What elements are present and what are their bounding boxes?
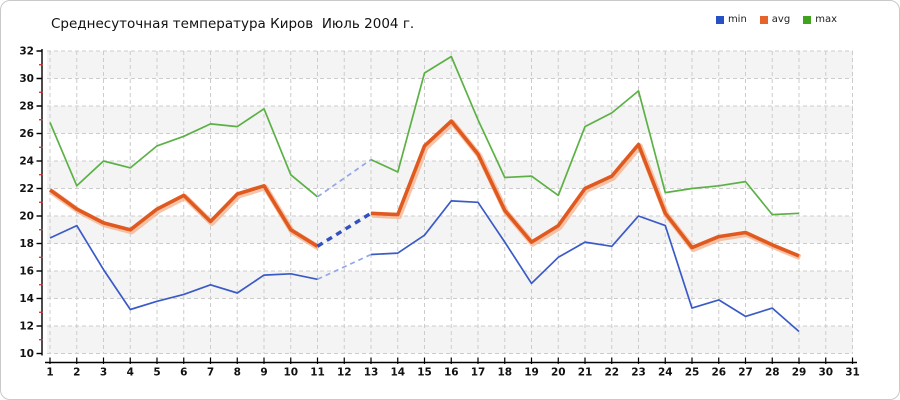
x-tick-label: 5 <box>153 367 160 379</box>
series-min-line <box>370 200 800 333</box>
x-tick-label: 6 <box>180 367 187 379</box>
x-tick-label: 31 <box>845 367 860 379</box>
x-tick-label: 18 <box>497 367 512 379</box>
y-tick-label: 20 <box>19 211 34 223</box>
x-tick-label: 4 <box>127 367 134 379</box>
legend-swatch-min-icon <box>715 15 724 24</box>
legend-label-min: min <box>727 14 747 25</box>
y-tick-label: 12 <box>19 321 34 333</box>
x-tick-label: 15 <box>417 367 432 379</box>
y-tick-label: 16 <box>19 266 34 278</box>
legend-label-max: max <box>815 14 837 25</box>
background-band <box>47 216 853 244</box>
x-tick-label: 23 <box>631 367 646 379</box>
legend-swatch-max-icon <box>803 15 812 24</box>
y-tick-label: 18 <box>19 238 34 250</box>
legend-label-avg: avg <box>771 14 791 25</box>
y-tick-label: 28 <box>19 101 34 113</box>
x-tick-label: 17 <box>471 367 486 379</box>
background-band <box>47 271 853 299</box>
x-tick-label: 7 <box>207 367 214 379</box>
x-tick-label: 20 <box>551 367 566 379</box>
series-max-gap-dashed <box>317 158 372 198</box>
x-tick-label: 25 <box>685 367 700 379</box>
x-tick-label: 11 <box>310 367 325 379</box>
chart-title: Среднесуточная температура Киров Июль 20… <box>51 16 415 32</box>
x-tick-label: 3 <box>100 367 107 379</box>
x-tick-label: 16 <box>444 367 459 379</box>
y-tick-label: 22 <box>19 183 34 195</box>
x-tick-label: 14 <box>390 367 405 379</box>
background-band <box>47 106 853 134</box>
y-tick-label: 24 <box>19 156 34 168</box>
x-tick-label: 8 <box>234 367 241 379</box>
series-avg-line <box>48 184 319 248</box>
y-tick-label: 32 <box>19 46 34 58</box>
x-tick-label: 13 <box>364 367 379 379</box>
series-min-gap-dashed <box>317 253 372 281</box>
x-tick-label: 12 <box>337 367 352 379</box>
legend-item-max: max <box>803 14 837 25</box>
series-max-line <box>370 55 800 216</box>
y-tick-label: 26 <box>19 128 34 140</box>
series-avg-line <box>370 119 800 258</box>
x-tick-label: 28 <box>765 367 780 379</box>
x-tick-label: 1 <box>46 367 53 379</box>
chart-legend: min avg max <box>715 14 837 25</box>
x-tick-label: 24 <box>658 367 673 379</box>
series-max-line <box>49 107 319 198</box>
x-tick-label: 26 <box>711 367 726 379</box>
x-tick-label: 2 <box>73 367 80 379</box>
x-tick-label: 30 <box>818 367 833 379</box>
x-tick-label: 10 <box>283 367 298 379</box>
y-tick-label: 10 <box>19 348 34 360</box>
x-tick-label: 9 <box>260 367 267 379</box>
background-band <box>47 51 853 79</box>
x-tick-label: 27 <box>738 367 753 379</box>
legend-item-avg: avg <box>759 14 791 25</box>
y-tick-label: 30 <box>19 73 34 85</box>
x-tick-label: 22 <box>604 367 619 379</box>
series-min-line <box>49 224 318 311</box>
legend-item-min: min <box>715 14 747 25</box>
legend-swatch-avg-icon <box>759 15 768 24</box>
x-tick-label: 29 <box>792 367 807 379</box>
x-tick-label: 19 <box>524 367 539 379</box>
x-tick-label: 21 <box>578 367 593 379</box>
background-band <box>47 326 853 354</box>
y-tick-label: 14 <box>19 293 34 305</box>
